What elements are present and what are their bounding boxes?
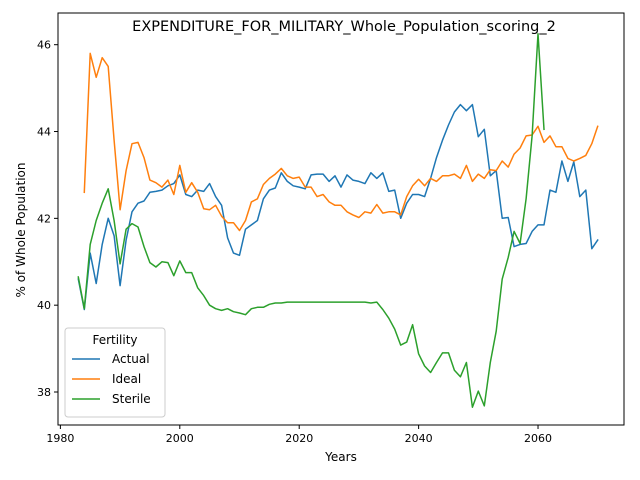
y-tick-label: 40 (37, 299, 51, 312)
legend-label-sterile: Sterile (112, 392, 151, 406)
y-axis-ticks: 38 40 42 44 46 (37, 39, 58, 399)
axes-frame (57, 12, 625, 426)
series-layer (77, 33, 599, 408)
x-tick-label: 2000 (166, 432, 194, 445)
y-tick-label: 38 (37, 386, 51, 399)
y-axis-label: % of Whole Population (14, 163, 28, 298)
y-tick-label: 42 (37, 212, 51, 225)
x-axis-ticks: 1980 2000 2020 2040 2060 (46, 425, 552, 445)
legend-box (64, 327, 166, 418)
x-axis-label: Years (324, 450, 357, 464)
legend-label-ideal: Ideal (112, 372, 141, 386)
x-tick-label: 1980 (46, 432, 74, 445)
y-tick-label: 46 (37, 39, 51, 52)
x-tick-label: 2060 (524, 432, 552, 445)
x-tick-label: 2040 (405, 432, 433, 445)
legend: Fertility Actual Ideal Sterile (64, 327, 166, 418)
plot-area (57, 12, 625, 426)
chart-title: EXPENDITURE_FOR_MILITARY_Whole_Populatio… (132, 19, 556, 35)
x-tick-label: 2020 (285, 432, 313, 445)
legend-entries: Actual Ideal Sterile (72, 352, 151, 406)
series-line-ideal (83, 52, 599, 232)
y-tick-label: 44 (37, 126, 51, 139)
legend-title: Fertility (92, 333, 137, 347)
legend-label-actual: Actual (112, 352, 150, 366)
series-line-actual (77, 103, 599, 311)
series-line-sterile (77, 33, 545, 408)
